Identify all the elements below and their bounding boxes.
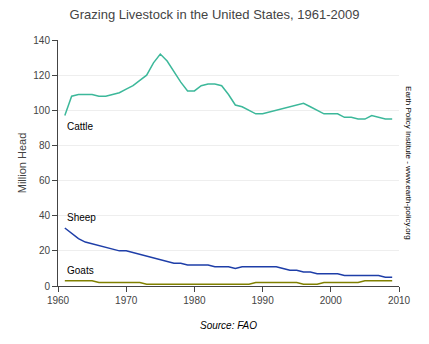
svg-text:Sheep: Sheep: [67, 212, 96, 223]
svg-text:60: 60: [39, 175, 51, 186]
svg-text:1970: 1970: [115, 295, 138, 306]
svg-text:1980: 1980: [183, 295, 206, 306]
svg-text:Earth Policy Institute - www.e: Earth Policy Institute - www.earth-polic…: [404, 86, 413, 240]
svg-text:20: 20: [39, 245, 51, 256]
svg-text:2000: 2000: [320, 295, 343, 306]
svg-text:Goats: Goats: [67, 265, 94, 276]
svg-text:2010: 2010: [388, 295, 411, 306]
svg-text:140: 140: [33, 35, 50, 46]
svg-text:1960: 1960: [47, 295, 70, 306]
svg-text:Cattle: Cattle: [67, 121, 94, 132]
svg-text:Grazing Livestock in the Unite: Grazing Livestock in the United States, …: [70, 7, 360, 22]
svg-text:1990: 1990: [251, 295, 274, 306]
svg-text:100: 100: [33, 105, 50, 116]
svg-text:Source: FAO: Source: FAO: [200, 320, 257, 331]
svg-text:80: 80: [39, 140, 51, 151]
svg-text:0: 0: [44, 281, 50, 292]
svg-text:40: 40: [39, 210, 51, 221]
svg-text:Million Head: Million Head: [16, 133, 28, 194]
svg-text:120: 120: [33, 70, 50, 81]
